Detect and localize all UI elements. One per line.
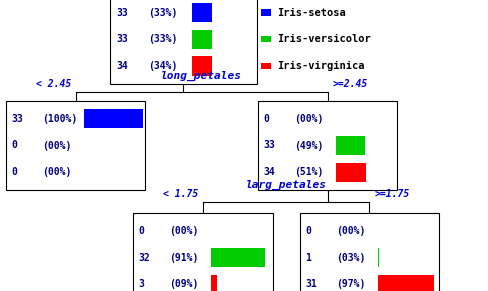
Text: Iris-versicolor: Iris-versicolor — [277, 34, 370, 44]
Text: (51%): (51%) — [294, 167, 323, 177]
Text: (00%): (00%) — [42, 141, 72, 150]
Text: (00%): (00%) — [42, 167, 72, 177]
FancyBboxPatch shape — [84, 109, 142, 128]
Text: (100%): (100%) — [42, 114, 78, 124]
Text: (09%): (09%) — [169, 279, 199, 289]
Text: 34: 34 — [116, 61, 127, 71]
Text: larg_petales: larg_petales — [245, 180, 326, 190]
Text: 1: 1 — [305, 253, 310, 262]
Text: 32: 32 — [139, 253, 150, 262]
Text: 31: 31 — [305, 279, 316, 289]
Text: (33%): (33%) — [148, 8, 177, 17]
FancyBboxPatch shape — [260, 9, 271, 16]
FancyBboxPatch shape — [377, 275, 433, 291]
FancyBboxPatch shape — [192, 30, 211, 49]
Text: 33: 33 — [263, 141, 275, 150]
FancyBboxPatch shape — [6, 101, 145, 190]
Text: Iris-virginica: Iris-virginica — [277, 61, 364, 71]
Text: < 1.75: < 1.75 — [163, 189, 198, 198]
Text: (03%): (03%) — [335, 253, 365, 262]
Text: >=2.45: >=2.45 — [332, 79, 367, 90]
Text: >=1.75: >=1.75 — [373, 189, 408, 198]
FancyBboxPatch shape — [110, 0, 256, 84]
Text: 33: 33 — [12, 114, 23, 124]
Text: < 2.45: < 2.45 — [36, 79, 71, 90]
FancyBboxPatch shape — [192, 3, 211, 22]
Text: 0: 0 — [139, 226, 144, 236]
Text: (49%): (49%) — [294, 141, 323, 150]
FancyBboxPatch shape — [335, 136, 364, 155]
Text: 0: 0 — [305, 226, 310, 236]
FancyBboxPatch shape — [260, 36, 271, 42]
FancyBboxPatch shape — [192, 56, 212, 76]
FancyBboxPatch shape — [335, 163, 365, 182]
Text: (33%): (33%) — [148, 34, 177, 44]
Text: 0: 0 — [12, 167, 18, 177]
Text: (34%): (34%) — [148, 61, 177, 71]
Text: (91%): (91%) — [169, 253, 199, 262]
Text: Iris-setosa: Iris-setosa — [277, 8, 346, 17]
Text: 0: 0 — [12, 141, 18, 150]
Text: 33: 33 — [116, 34, 127, 44]
Text: 34: 34 — [263, 167, 275, 177]
FancyBboxPatch shape — [133, 213, 272, 291]
Text: (00%): (00%) — [169, 226, 199, 236]
Text: 33: 33 — [116, 8, 127, 17]
Text: (00%): (00%) — [294, 114, 323, 124]
Text: (00%): (00%) — [335, 226, 365, 236]
Text: 0: 0 — [263, 114, 269, 124]
Text: 3: 3 — [139, 279, 144, 289]
FancyBboxPatch shape — [258, 101, 396, 190]
FancyBboxPatch shape — [211, 275, 216, 291]
FancyBboxPatch shape — [260, 63, 271, 69]
FancyBboxPatch shape — [377, 248, 379, 267]
FancyBboxPatch shape — [299, 213, 438, 291]
FancyBboxPatch shape — [211, 248, 264, 267]
Text: long_petales: long_petales — [161, 70, 242, 81]
Text: (97%): (97%) — [335, 279, 365, 289]
